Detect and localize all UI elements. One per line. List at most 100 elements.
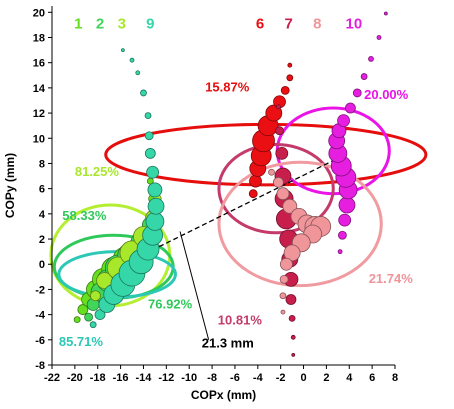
point <box>135 70 141 76</box>
point <box>84 312 93 322</box>
point <box>146 165 160 179</box>
y-tick-label: 8 <box>39 158 45 170</box>
x-tick-label: -16 <box>113 372 129 384</box>
distance-leader <box>179 231 210 340</box>
ellipse-4 <box>217 160 383 288</box>
point <box>376 35 382 40</box>
point <box>120 48 125 52</box>
point <box>144 147 156 159</box>
point <box>94 309 106 321</box>
point <box>338 196 356 214</box>
axes: -22 -20 -18 -16 -14 -12 -10 -8 -6 -4 -2 0 2 4 6 8-8-6-4… <box>33 6 398 384</box>
point <box>129 57 135 63</box>
point <box>285 294 297 305</box>
point <box>276 187 290 201</box>
x-tick-label: 8 <box>392 372 398 384</box>
x-tick-label: 6 <box>369 372 375 384</box>
x-tick-label: -22 <box>44 372 60 384</box>
series-label: 7 <box>284 16 292 33</box>
series-label: 2 <box>96 16 104 33</box>
series-label: 3 <box>118 16 126 33</box>
point <box>283 244 301 262</box>
point <box>337 114 350 128</box>
y-tick-label: 12 <box>33 108 45 120</box>
point <box>287 62 293 68</box>
point <box>89 321 97 329</box>
percent-label: 21.74% <box>369 271 414 286</box>
series-label: 10 <box>345 16 362 33</box>
point <box>147 182 163 198</box>
x-axis-label: COPx (mm) <box>191 388 256 402</box>
x-tick-label: -14 <box>136 372 153 384</box>
point <box>144 131 154 141</box>
series-7 <box>268 168 332 315</box>
point <box>383 11 388 16</box>
y-tick-label: -6 <box>35 335 45 347</box>
x-tick-label: -2 <box>276 372 286 384</box>
series-label: 8 <box>313 16 321 33</box>
series-label: 9 <box>146 16 154 33</box>
point-layer <box>73 11 388 357</box>
point <box>286 74 294 82</box>
point <box>280 85 290 95</box>
point <box>77 304 89 315</box>
point <box>147 197 165 215</box>
x-tick-label: -10 <box>181 372 197 384</box>
percent-label: 20.00% <box>364 87 409 102</box>
x-tick-label: -18 <box>90 372 106 384</box>
point <box>337 249 343 255</box>
y-tick-label: 16 <box>33 58 45 70</box>
y-tick-label: 10 <box>33 133 45 145</box>
series-4 <box>89 48 165 329</box>
x-tick-label: -8 <box>207 372 217 384</box>
percent-label: 58.33% <box>62 208 107 223</box>
series-label: 1 <box>74 16 82 33</box>
point <box>279 274 289 284</box>
point <box>275 146 289 160</box>
point <box>290 334 296 340</box>
percent-label: 85.71% <box>59 334 104 349</box>
series-8 <box>328 11 388 255</box>
point <box>144 112 152 119</box>
y-tick-label: -8 <box>35 360 45 372</box>
point <box>282 198 298 214</box>
y-tick-label: 4 <box>39 209 46 221</box>
y-axis-label: COPy (mm) <box>3 153 17 218</box>
x-tick-label: -6 <box>230 372 240 384</box>
point <box>275 126 284 136</box>
point <box>338 230 347 240</box>
point <box>360 73 368 80</box>
point <box>90 290 101 302</box>
y-tick-label: -4 <box>35 310 46 322</box>
point <box>280 309 286 315</box>
y-tick-label: -2 <box>35 284 45 296</box>
percent-label: 76.92% <box>148 296 193 311</box>
point <box>368 56 374 62</box>
percent-label: 10.81% <box>218 313 263 328</box>
label-layer: 1 2 3 9 6 7 8 10 15.87% 20.00% 81.25% 58.33% 76.92% 8… <box>59 16 413 351</box>
percent-label: 15.87% <box>205 80 250 95</box>
x-tick-label: -12 <box>158 372 174 384</box>
point <box>291 353 296 357</box>
x-tick-label: -4 <box>253 372 264 384</box>
point <box>249 174 262 188</box>
x-tick-label: 0 <box>300 372 306 384</box>
point <box>279 257 293 271</box>
percent-label: 81.25% <box>75 164 120 179</box>
series-label: 6 <box>256 16 264 33</box>
point <box>352 88 362 98</box>
point <box>338 213 352 227</box>
point <box>272 176 284 188</box>
ellipse-3 <box>217 143 335 235</box>
point <box>345 102 356 114</box>
x-tick-label: 4 <box>346 372 353 384</box>
point <box>288 314 296 322</box>
point <box>279 292 287 300</box>
y-tick-label: 6 <box>39 184 45 196</box>
point <box>140 89 147 97</box>
point <box>248 189 258 199</box>
y-tick-label: 2 <box>39 234 45 246</box>
x-tick-label: -20 <box>67 372 83 384</box>
y-tick-label: 14 <box>33 83 46 95</box>
